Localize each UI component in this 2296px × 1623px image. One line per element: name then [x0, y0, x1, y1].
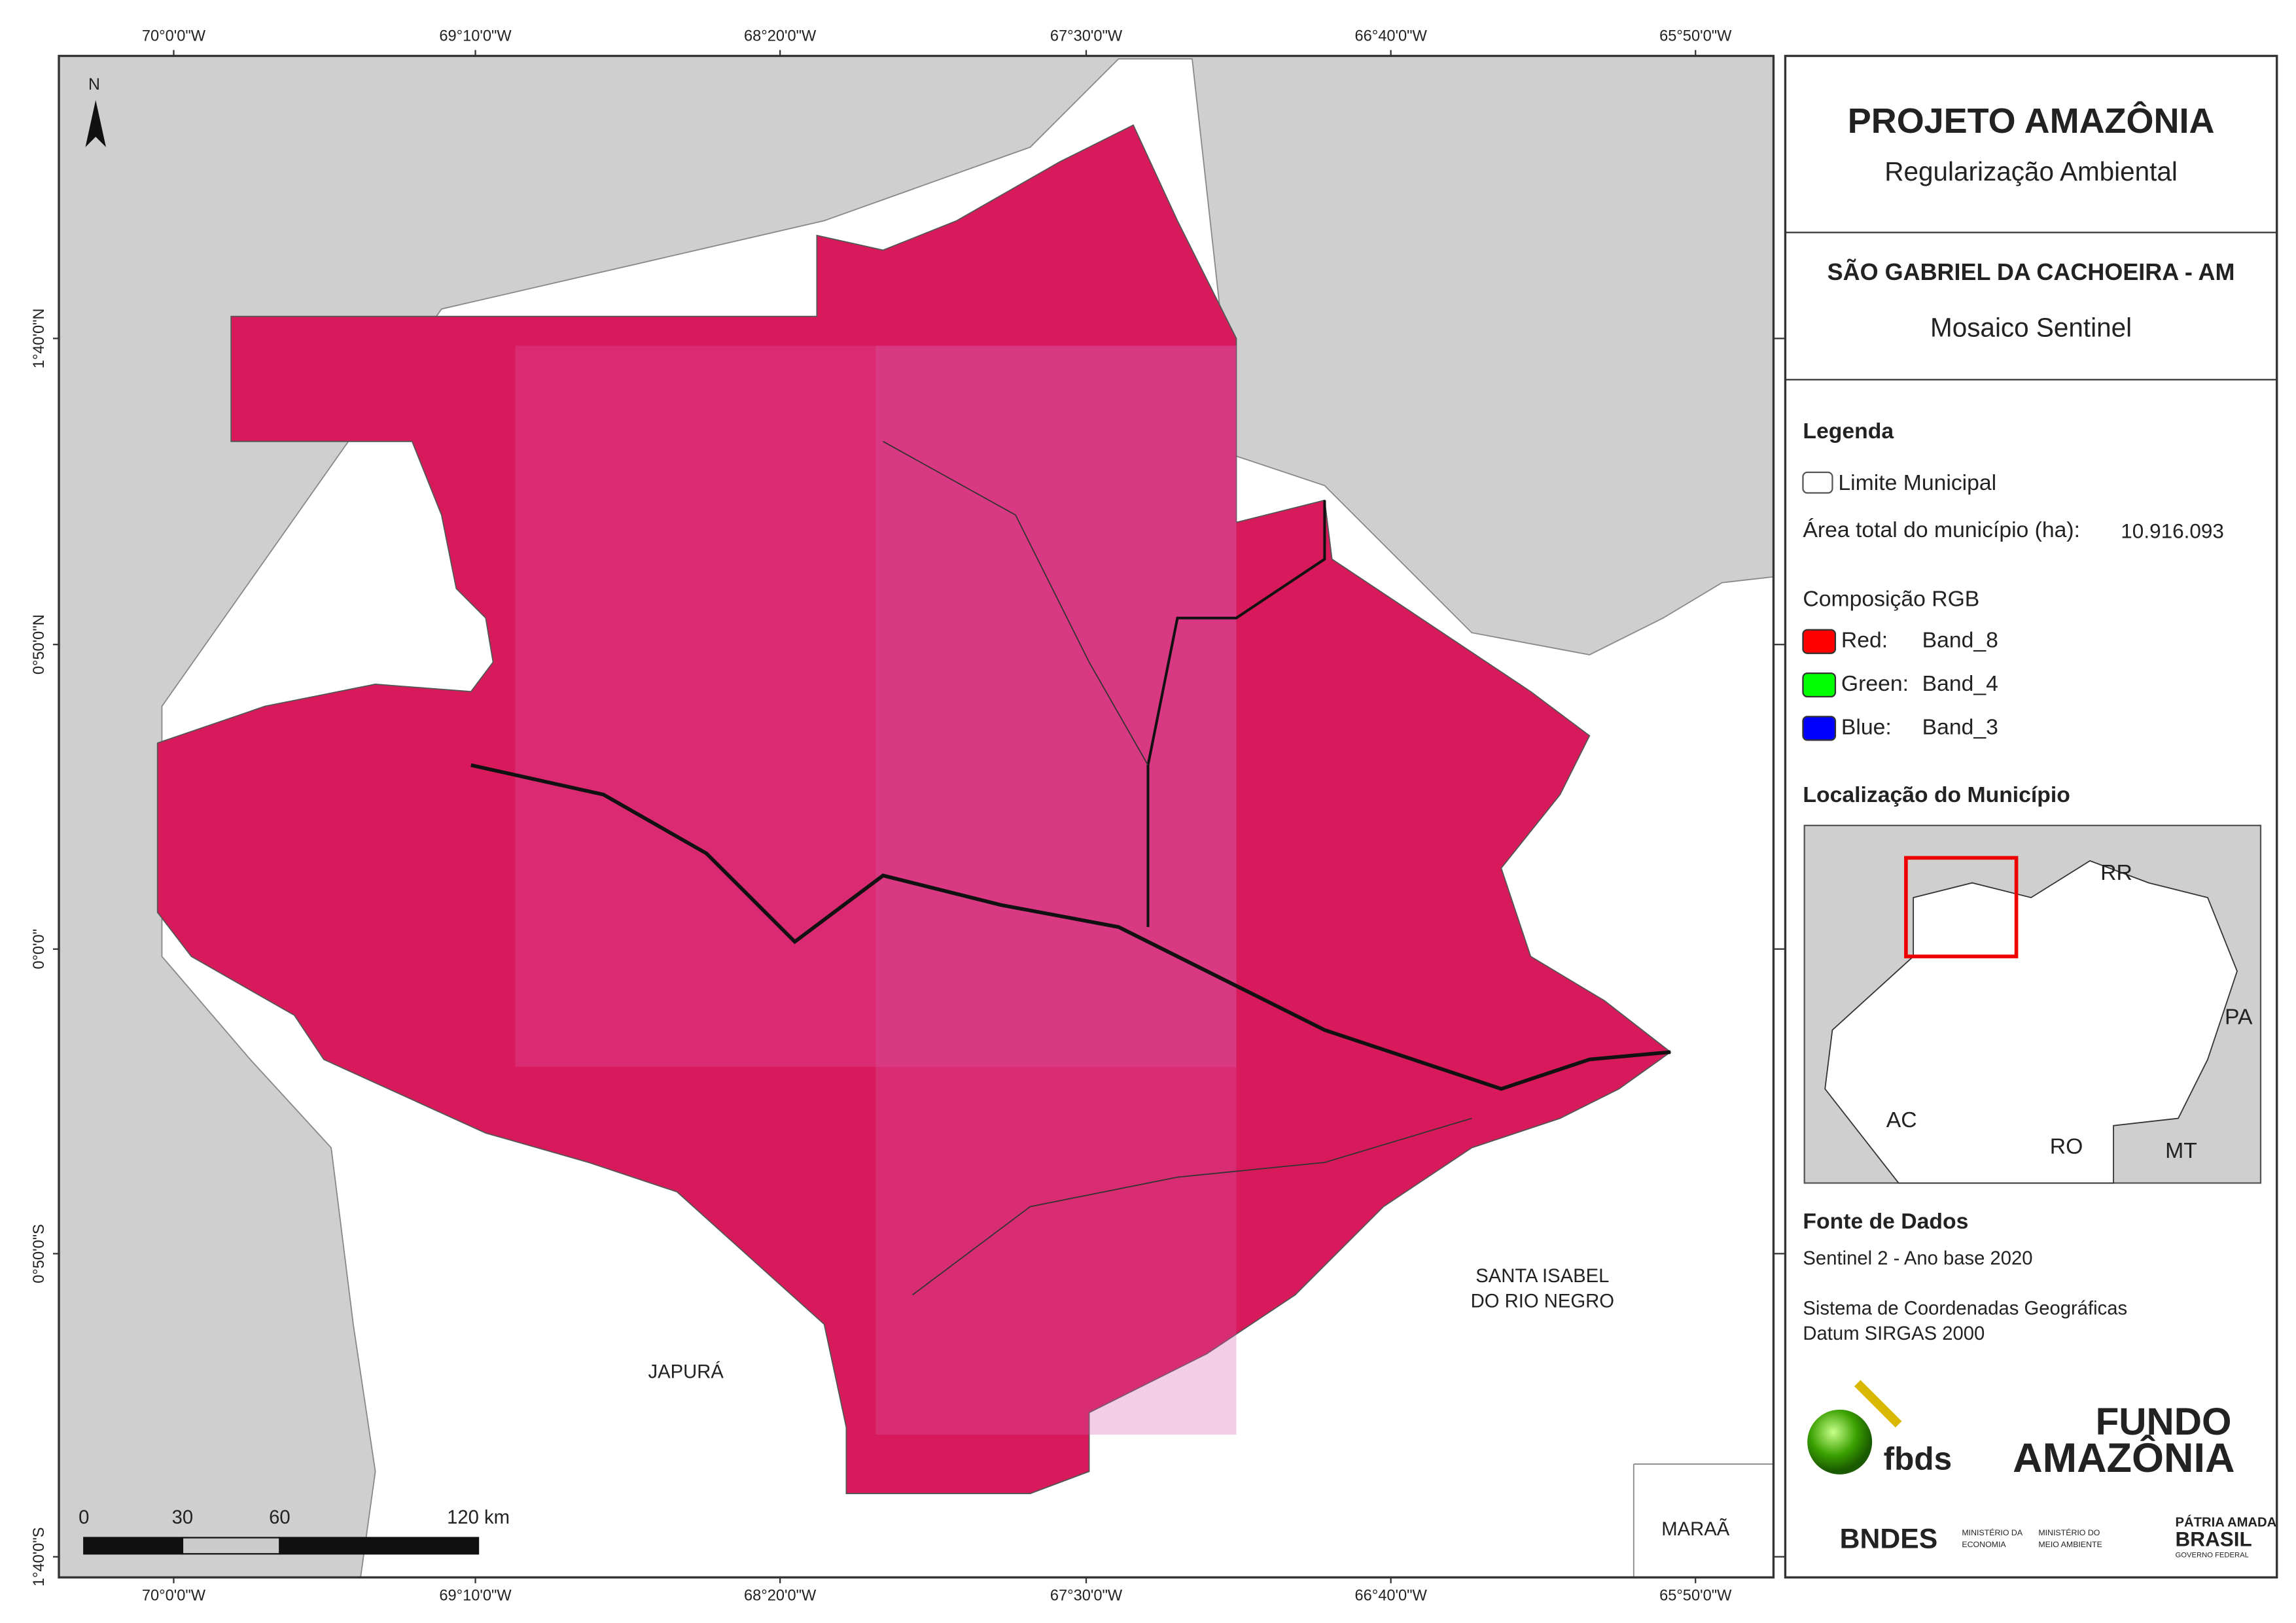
source-line: Datum SIRGAS 2000: [1803, 1323, 1985, 1344]
scale-segment: [279, 1537, 480, 1555]
band-legend: Red: Band_8 Green: Band_4 Blue: Band_3: [1802, 628, 1998, 741]
state-label: RO: [2050, 1134, 2083, 1159]
fundo-text: FUNDO: [2096, 1401, 2232, 1443]
north-label: N: [88, 76, 100, 94]
inset-labels: RR PA AC RO MT: [1886, 860, 2253, 1163]
municipal-border: [1633, 1463, 1774, 1578]
municipality-mosaic: [156, 124, 1672, 1494]
source-line: Sentinel 2 - Ano base 2020: [1803, 1248, 2032, 1269]
product: Mosaico Sentinel: [1930, 313, 2132, 343]
sources-title: Fonte de Dados: [1803, 1209, 1968, 1234]
river: [470, 763, 1671, 1091]
lon-label: 70°0'0"W: [142, 1588, 206, 1605]
fbds-logo: [1807, 1409, 1873, 1475]
scale-label: 0: [79, 1507, 89, 1528]
side-panel: PROJETO AMAZÔNIA Regularização Ambiental…: [1784, 54, 2278, 1579]
lat-label: 0°50'0"N: [31, 614, 48, 674]
scale-label: 60: [269, 1507, 291, 1528]
band-name: Band_4: [1922, 671, 1998, 696]
graticule: 70°0'0"W 70°0'0"W 69°10'0"W 69°10'0"W 68°20'…: [31, 27, 1786, 1605]
state-label: RR: [2100, 860, 2132, 885]
scale-bar: 0 30 60 120 km: [79, 1507, 510, 1555]
legend-swatch: [1802, 471, 1833, 494]
band-channel: Green:: [1841, 671, 1909, 696]
lon-label: 67°30'0"W: [1050, 27, 1123, 44]
area-value: 10.916.093: [2121, 519, 2224, 543]
lat-label: 0°0'0": [31, 929, 48, 969]
bndes-logo: BNDES: [1840, 1523, 1938, 1554]
panel-subtitle: Regularização Ambiental: [1884, 156, 2178, 186]
place-label: MARAÃ: [1661, 1518, 1729, 1540]
lon-label: 67°30'0"W: [1050, 1588, 1123, 1605]
stream: [883, 441, 1149, 766]
brasil-logo: PÁTRIA AMADA: [2176, 1514, 2277, 1529]
scale-label: 30: [172, 1507, 194, 1528]
area-label: Área total do município (ha):: [1803, 517, 2080, 542]
lat-label: 0°50'0"S: [31, 1224, 48, 1283]
panel-frame: [1784, 54, 2278, 1579]
stream: [912, 1117, 1472, 1296]
brasil-logo: BRASIL: [2176, 1527, 2252, 1550]
state-label: MT: [2165, 1138, 2197, 1163]
ministries: MINISTÉRIO DA ECONOMIA MINISTÉRIO DO MEIO A…: [1962, 1527, 2102, 1549]
lon-label: 68°20'0"W: [744, 1588, 817, 1605]
legend-title: Legenda: [1803, 419, 1894, 444]
lon-label: 65°50'0"W: [1659, 27, 1732, 44]
lat-label: 1°40'0"N: [31, 308, 48, 368]
ministry-logo: MEIO AMBIENTE: [2038, 1540, 2102, 1549]
lon-label: 66°40'0"W: [1355, 1588, 1428, 1605]
band-swatch: [1802, 716, 1837, 741]
lon-label: 66°40'0"W: [1355, 27, 1428, 44]
lon-label: 69°10'0"W: [439, 27, 512, 44]
scale-segment: [83, 1537, 184, 1555]
river: [1146, 500, 1326, 928]
fbds-logo: [1854, 1380, 1902, 1428]
state-label: AC: [1886, 1108, 1917, 1132]
lon-label: 70°0'0"W: [142, 27, 206, 44]
scale-label: 120 km: [447, 1507, 510, 1528]
band-channel: Blue:: [1841, 714, 1892, 739]
lon-label: 69°10'0"W: [439, 1588, 512, 1605]
band-channel: Red:: [1841, 628, 1888, 653]
place-label: DO RIO NEGRO: [1471, 1291, 1614, 1312]
inset-map: [1803, 824, 2262, 1184]
band-name: Band_8: [1922, 628, 1998, 653]
lon-label: 68°20'0"W: [744, 27, 817, 44]
ministry-logo: ECONOMIA: [1962, 1540, 2006, 1549]
place-label: JAPURÁ: [648, 1361, 724, 1382]
band-swatch: [1802, 629, 1837, 654]
panel-title: PROJETO AMAZÔNIA: [1848, 101, 2215, 141]
mosaic-tile: [515, 345, 1237, 1067]
sources: Sentinel 2 - Ano base 2020 Sistema de Coo…: [1803, 1248, 2127, 1344]
state-label: PA: [2225, 1004, 2253, 1029]
place-label: SANTA ISABEL: [1475, 1266, 1609, 1287]
lon-label: 65°50'0"W: [1659, 1588, 1732, 1605]
map-frame: [58, 54, 1775, 1579]
ministry-logo: MINISTÉRIO DO: [2038, 1527, 2100, 1537]
rgb-title: Composição RGB: [1803, 587, 1979, 612]
fbds-text: fbds: [1884, 1441, 1952, 1477]
north-arrow: [85, 99, 106, 147]
inset-state: [1824, 860, 2238, 1184]
fundo-text: AMAZÔNIA: [2013, 1435, 2234, 1481]
legend-label: Limite Municipal: [1838, 470, 1996, 495]
inset-extent: [1904, 856, 2019, 958]
source-line: Sistema de Coordenadas Geográficas: [1803, 1299, 2127, 1319]
band-name: Band_3: [1922, 714, 1998, 739]
band-swatch: [1802, 672, 1837, 698]
lat-label: 1°40'0"S: [31, 1527, 48, 1586]
scale-segment: [181, 1537, 281, 1555]
ministry-logo: MINISTÉRIO DA: [1962, 1527, 2022, 1537]
mosaic-tile: [875, 345, 1237, 1435]
location-title: Localização do Município: [1803, 782, 2070, 807]
municipality: SÃO GABRIEL DA CACHOEIRA - AM: [1828, 258, 2235, 285]
brasil-logo: GOVERNO FEDERAL: [2176, 1552, 2249, 1560]
map-body: [59, 56, 1774, 1578]
